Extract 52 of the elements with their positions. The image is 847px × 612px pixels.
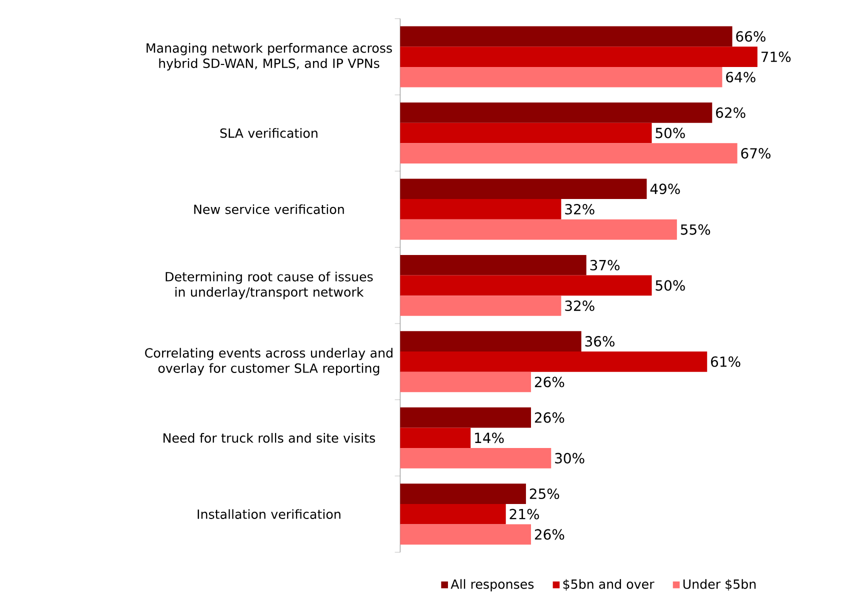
bar	[400, 484, 526, 504]
data-label: 25%	[530, 488, 560, 499]
y-tick-label: Managing network performance across hybrid SD-WAN, MPLS, and IP VPNs	[146, 42, 392, 70]
data-label: 50%	[656, 280, 685, 291]
data-label: 67%	[741, 148, 770, 158]
data-label: 66%	[736, 31, 766, 42]
bar	[400, 198, 562, 220]
bar	[400, 178, 647, 199]
data-label: 36%	[585, 336, 614, 346]
bar	[400, 219, 677, 240]
data-label: 37%	[590, 260, 620, 270]
legend-label: $5bn and over	[563, 579, 654, 590]
data-label: 26%	[534, 529, 564, 540]
data-label: 30%	[555, 452, 584, 464]
y-tick-label: New service verification	[194, 204, 344, 214]
bar	[400, 102, 712, 123]
legend-label: Under $5bn	[683, 579, 756, 590]
bar	[400, 448, 552, 468]
bar	[400, 26, 732, 47]
data-label: 71%	[762, 51, 791, 62]
data-label: 14%	[475, 432, 504, 444]
bar	[400, 331, 582, 352]
y-tick-label: Determining root cause of issues in underlay/transport network	[166, 272, 373, 300]
bar	[400, 46, 758, 67]
bar	[400, 275, 652, 296]
bar	[400, 143, 738, 164]
data-label: 49%	[650, 184, 680, 194]
bar	[400, 372, 531, 392]
bar	[400, 296, 562, 316]
data-label: 32%	[565, 300, 594, 311]
data-label: 55%	[680, 224, 710, 235]
y-tick-label: Correlating events across underlay and overlay for customer SLA reporting	[145, 348, 392, 376]
y-tick-label: Installation verification	[198, 509, 340, 519]
data-label: 62%	[716, 107, 746, 118]
y-tick-label: SLA verification	[220, 128, 318, 138]
y-tick-label: Need for truck rolls and site visits	[164, 432, 376, 443]
bar	[400, 407, 531, 428]
bar	[400, 351, 708, 372]
legend-label: All responses	[450, 579, 534, 592]
bar	[400, 254, 586, 276]
bar	[400, 122, 652, 144]
bar	[400, 428, 471, 448]
bar	[400, 504, 506, 524]
data-label: 50%	[656, 128, 685, 138]
data-label: 26%	[534, 412, 564, 423]
data-label: 32%	[565, 204, 594, 214]
data-label: 21%	[510, 508, 539, 520]
bar	[400, 524, 531, 544]
data-label: 26%	[534, 376, 564, 388]
bar	[400, 66, 722, 88]
data-label: 61%	[711, 356, 740, 367]
data-label: 64%	[726, 72, 756, 82]
